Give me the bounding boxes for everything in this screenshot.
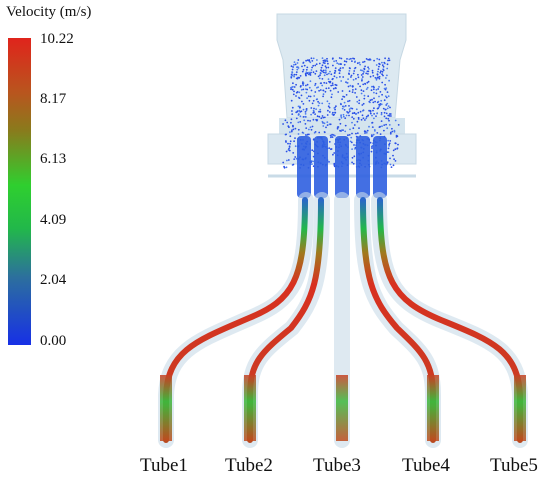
streamlines	[163, 197, 523, 443]
velocity-colorbar	[8, 38, 31, 345]
tube5-streamline	[377, 197, 523, 443]
nozzle-array	[297, 136, 387, 198]
tube-label-2: Tube2	[225, 455, 273, 476]
tube-label-3: Tube3	[313, 455, 361, 476]
colorbar-tick-label: 6.13	[40, 151, 67, 167]
colorbar-tick-label: 0.00	[40, 333, 67, 349]
legend-title: Velocity (m/s)	[6, 4, 92, 20]
colorbar-tick-label: 4.09	[40, 212, 67, 228]
colorbar-tick-label: 2.04	[40, 272, 67, 288]
tube-label-4: Tube4	[402, 455, 450, 476]
tube4-streamline	[360, 197, 436, 443]
tube1-streamline	[163, 197, 308, 443]
outlet-bundles	[160, 375, 526, 441]
colorbar-tick-label: 10.22	[40, 31, 74, 47]
tube-label-1: Tube1	[140, 455, 188, 476]
tube2-streamline	[247, 197, 324, 443]
colorbar-tick-label: 8.17	[40, 91, 67, 107]
tube-label-5: Tube5	[490, 455, 538, 476]
